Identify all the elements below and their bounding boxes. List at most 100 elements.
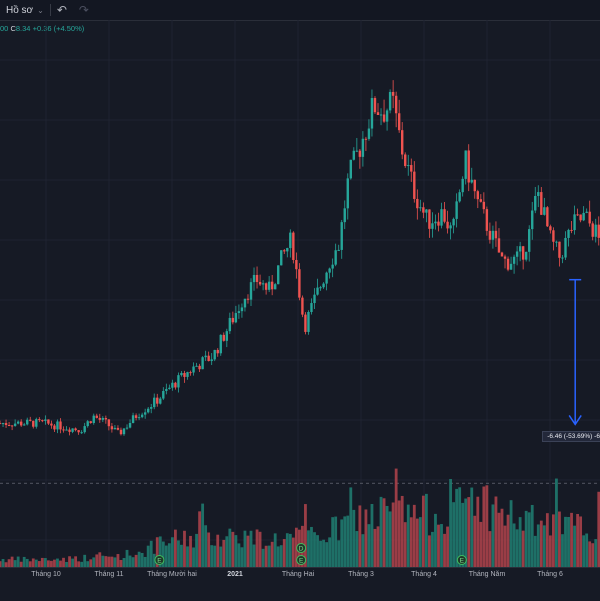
candle-body (449, 225, 452, 229)
candle-body (177, 375, 180, 388)
volume-bar (170, 537, 174, 567)
candle-body (537, 192, 540, 196)
volume-bar (53, 559, 56, 567)
candle-body (388, 91, 392, 111)
candle-body (77, 430, 80, 433)
candle-body (503, 256, 507, 259)
candle-body (38, 419, 41, 421)
volume-bar (7, 559, 11, 567)
earnings-event-marker: E (296, 555, 307, 565)
candlestick-series (0, 80, 600, 436)
candle-body (467, 150, 470, 183)
volume-bar (240, 547, 244, 567)
event-marker-label: E (299, 558, 304, 565)
candle-body (237, 311, 241, 314)
volume-bar (83, 554, 87, 567)
time-axis[interactable]: Tháng 10 Tháng 11 Tháng Mười hai 2021 Tháng … (0, 567, 600, 601)
volume-bar (319, 540, 322, 567)
volume-bar (68, 556, 71, 567)
candle-body (131, 415, 135, 424)
volume-bar (216, 534, 220, 567)
volume-bar (56, 558, 59, 567)
volume-bar (13, 560, 17, 567)
redo-button[interactable]: ↷ (73, 0, 95, 20)
candle-body (143, 412, 147, 415)
volume-bar (403, 522, 407, 567)
volume-bar (440, 524, 443, 567)
candle-body (401, 130, 404, 155)
volume-bar (409, 517, 413, 567)
ohlc-legend: 00 C8.34 +0.36 (+4.50%) (0, 24, 84, 33)
volume-bar (573, 525, 576, 567)
volume-bar (192, 547, 195, 567)
volume-bar (89, 559, 93, 567)
volume-bar (470, 487, 474, 567)
volume-bar (494, 496, 498, 567)
volume-bar (594, 539, 598, 567)
candle-body (543, 207, 546, 215)
measure-arrow-head (568, 415, 582, 426)
volume-bar (210, 545, 214, 567)
candle-body (168, 387, 171, 389)
undo-button[interactable]: ↶ (51, 0, 73, 20)
candle-body (41, 420, 44, 422)
candle-body (270, 281, 274, 290)
event-marker-label: D (299, 546, 304, 553)
candle-body (494, 230, 498, 239)
volume-bar (533, 535, 537, 567)
volume-bar (164, 545, 168, 567)
volume-bar (428, 535, 431, 567)
volume-bar (267, 545, 271, 567)
volume-bar (177, 540, 180, 567)
candle-body (488, 230, 492, 240)
volume-bar (143, 556, 147, 567)
volume-bar (119, 559, 123, 567)
volume-bar (31, 558, 35, 567)
volume-bar (237, 543, 241, 567)
candle-body (346, 178, 349, 209)
volume-bar (555, 478, 558, 567)
candle-body (192, 366, 195, 373)
candle-body (394, 95, 398, 114)
candle-body (4, 423, 8, 426)
candle-body (482, 201, 486, 210)
volume-bar (228, 528, 232, 567)
candle-body (428, 209, 431, 229)
volume-bar (539, 520, 543, 567)
volume-bar (255, 529, 259, 567)
volume-bar (421, 495, 425, 567)
profile-button[interactable]: Hồ sơ ⌄ (0, 0, 50, 20)
volume-bar (343, 516, 347, 567)
candle-body (204, 355, 207, 358)
candle-body (440, 209, 443, 226)
candle-body (150, 407, 153, 409)
candle-body (555, 241, 558, 243)
volume-bar (415, 518, 419, 567)
volume-bar (204, 525, 208, 567)
volume-bar (246, 535, 250, 567)
candle-body (110, 426, 114, 430)
volume-bar (382, 498, 386, 567)
volume-bar (412, 504, 416, 567)
candle-body (80, 432, 83, 434)
volume-bar (273, 533, 277, 567)
candle-body (7, 425, 11, 427)
undo-icon: ↶ (56, 3, 67, 17)
volume-bar (183, 530, 186, 567)
volume-bar (28, 561, 32, 567)
price-chart[interactable]: EEDED (0, 20, 600, 567)
candle-body (183, 372, 186, 377)
candle-body (98, 417, 102, 420)
candle-body (458, 192, 461, 202)
candle-body (1, 423, 5, 425)
volume-bar (25, 558, 29, 567)
volume-bar (234, 535, 238, 567)
candle-body (107, 419, 111, 427)
volume-bar (122, 558, 126, 567)
volume-bar (452, 502, 456, 567)
volume-bar (325, 542, 329, 567)
time-axis-tick: Tháng 4 (411, 571, 437, 578)
candle-body (258, 281, 262, 285)
volume-bar (488, 531, 492, 567)
candle-body (53, 425, 56, 430)
